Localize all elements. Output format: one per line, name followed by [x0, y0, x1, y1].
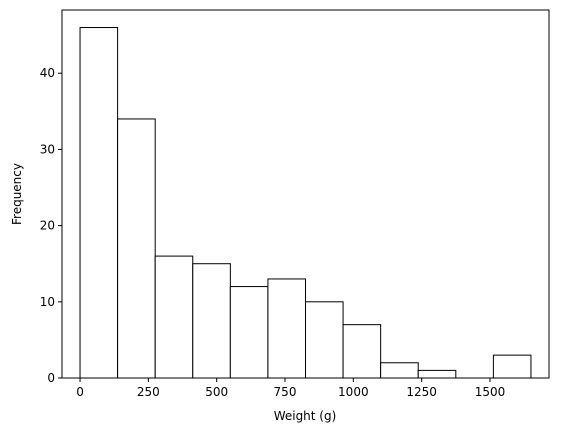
x-tick-label: 1000 — [338, 385, 369, 399]
x-tick-label: 250 — [137, 385, 160, 399]
bar — [267, 278, 307, 379]
bar — [492, 354, 532, 379]
y-axis-label: Frequency — [10, 163, 24, 225]
bar — [305, 301, 344, 379]
x-tick-label: 500 — [205, 385, 228, 399]
x-tick-label: 1500 — [475, 385, 506, 399]
bar — [79, 27, 119, 379]
bar — [229, 286, 269, 379]
bar — [154, 255, 194, 379]
x-axis-label: Weight (g) — [274, 409, 337, 423]
bar — [417, 369, 457, 379]
x-tick-label: 0 — [76, 385, 84, 399]
bar — [117, 118, 156, 379]
axes-frame — [61, 9, 550, 379]
x-tick-label: 1250 — [406, 385, 437, 399]
x-tick-label: 750 — [274, 385, 297, 399]
y-tick-label: 10 — [40, 295, 55, 309]
bar — [192, 263, 231, 379]
y-tick-label: 0 — [47, 371, 55, 385]
y-tick-label: 30 — [40, 142, 55, 156]
y-tick-label: 40 — [40, 66, 55, 80]
bar — [380, 362, 419, 379]
y-tick-label: 20 — [40, 219, 55, 233]
bar — [342, 324, 382, 379]
